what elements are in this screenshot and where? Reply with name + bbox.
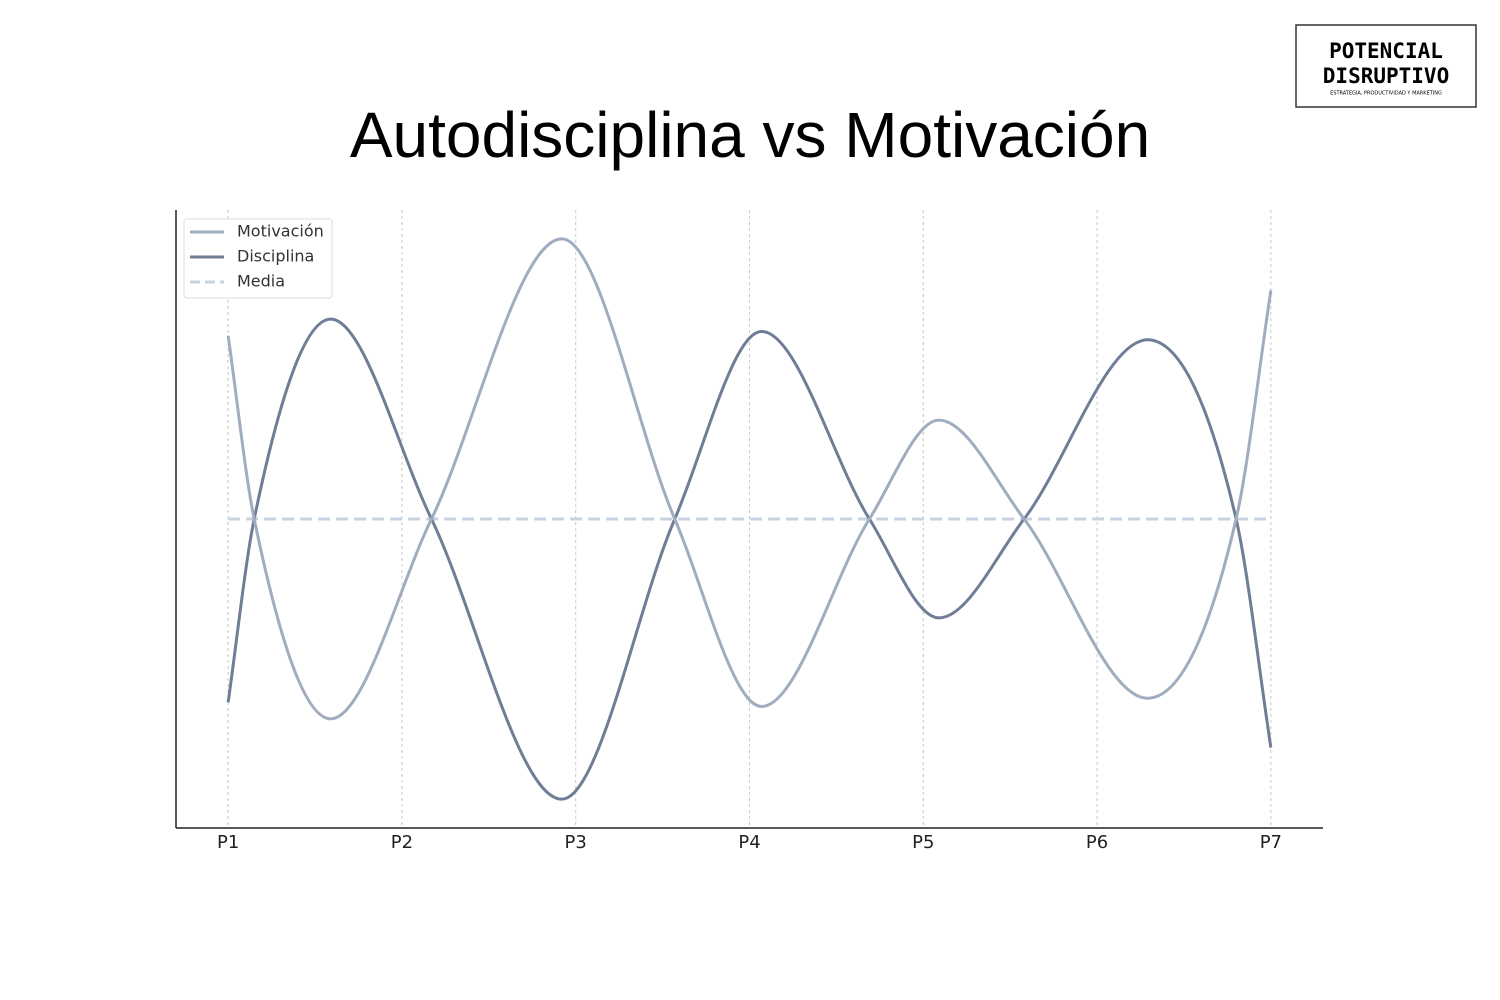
logo-frame [1295,24,1477,108]
logo-line: POTENCIAL [1329,39,1443,63]
x-tick-label: P3 [565,832,587,853]
x-tick-label: P4 [738,832,760,853]
logo-tagline: ESTRATEGIA, PRODUCTIVIDAD Y MARKETING [1330,91,1442,97]
legend-label: Disciplina [237,247,314,266]
x-tick-label: P6 [1086,832,1108,853]
legend: Motivación Disciplina Media [183,218,333,299]
logo: POTENCIAL DISRUPTIVO ESTRATEGIA, PRODUCT… [1295,24,1477,108]
x-tick-label: P1 [217,832,239,853]
x-tick-label: P2 [391,832,413,853]
x-tick-label: P5 [912,832,934,853]
legend-label: Motivación [237,222,324,241]
logo-line: DISRUPTIVO [1323,64,1449,88]
x-tick-label: P7 [1260,832,1282,853]
chart-title: Autodisciplina vs Motivación [350,99,1150,171]
line-series [226,237,1273,721]
plot: P1 P2 P3 P4 P5 P6 P7 Motivación Disciplina Media [175,210,1323,853]
line-series [226,317,1273,801]
legend-label: Media [237,272,285,291]
legend-frame [183,218,333,299]
